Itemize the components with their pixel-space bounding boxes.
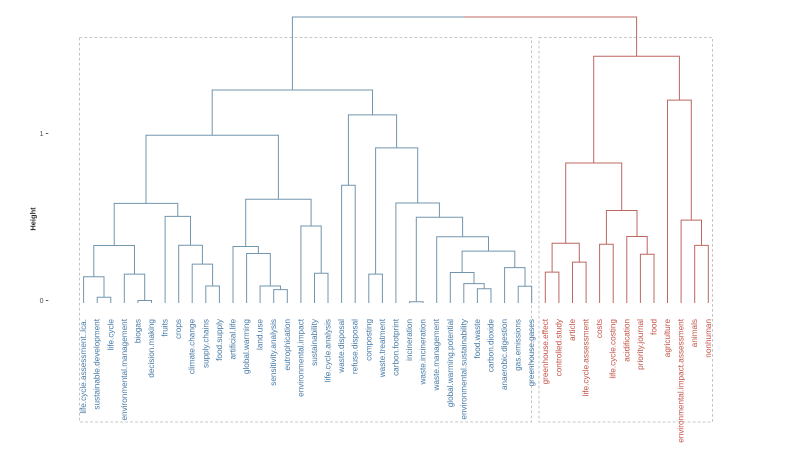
svg-text:greenhouse.effect: greenhouse.effect	[541, 318, 550, 384]
svg-text:artificial.life: artificial.life	[229, 319, 238, 360]
svg-text:environmental.management: environmental.management	[120, 318, 129, 420]
svg-text:environmental.impact.assessmen: environmental.impact.assessment	[677, 318, 686, 443]
svg-text:life.cycle.analysis: life.cycle.analysis	[324, 319, 333, 382]
svg-text:life.cycle.assessment: life.cycle.assessment	[582, 318, 591, 396]
svg-text:eutrophication: eutrophication	[283, 319, 292, 371]
svg-text:sustainability: sustainability	[310, 318, 319, 366]
svg-text:life.cycle.assessment..lca.: life.cycle.assessment..lca.	[79, 319, 88, 414]
svg-text:life.cycle.costing: life.cycle.costing	[609, 319, 618, 379]
svg-text:anaerobic.digestion: anaerobic.digestion	[500, 319, 509, 390]
svg-text:waste.management: waste.management	[432, 318, 441, 391]
svg-text:animals: animals	[690, 319, 699, 347]
svg-text:fruits: fruits	[161, 319, 170, 337]
svg-text:sustainable.development: sustainable.development	[93, 318, 102, 409]
svg-text:global.warming: global.warming	[242, 319, 251, 375]
svg-text:article: article	[568, 319, 577, 341]
svg-text:sensitivity.analysis: sensitivity.analysis	[269, 319, 278, 386]
svg-text:waste.disposal: waste.disposal	[337, 319, 346, 374]
svg-text:acidification: acidification	[622, 319, 631, 362]
svg-text:environmental.impact: environmental.impact	[296, 318, 305, 397]
svg-text:climate.change: climate.change	[188, 319, 197, 375]
svg-text:waste.incineration: waste.incineration	[419, 319, 428, 386]
svg-text:food.supply: food.supply	[215, 318, 224, 361]
svg-text:land.use: land.use	[256, 319, 265, 350]
svg-text:food.waste: food.waste	[473, 319, 482, 359]
svg-text:controlled.study: controlled.study	[554, 318, 563, 376]
svg-text:waste.treatment: waste.treatment	[378, 318, 387, 378]
svg-text:Height: Height	[29, 207, 38, 231]
svg-text:decision.making: decision.making	[147, 319, 156, 378]
svg-text:agriculture: agriculture	[663, 319, 672, 358]
svg-text:priority.journal: priority.journal	[636, 319, 645, 370]
svg-text:incineration: incineration	[405, 319, 414, 361]
svg-text:0: 0	[40, 298, 44, 305]
svg-text:food: food	[650, 319, 659, 335]
svg-text:gas.emissions: gas.emissions	[514, 319, 523, 371]
svg-text:crops: crops	[174, 319, 183, 339]
svg-text:greenhouse.gases: greenhouse.gases	[527, 319, 536, 386]
svg-text:life.cycle: life.cycle	[106, 319, 115, 351]
svg-text:global.warming.potential: global.warming.potential	[446, 319, 455, 407]
svg-text:1: 1	[40, 131, 44, 138]
svg-text:nonhuman: nonhuman	[704, 319, 713, 358]
svg-text:refuse.disposal: refuse.disposal	[351, 319, 360, 374]
svg-text:supply.chains: supply.chains	[201, 319, 210, 368]
svg-text:costs: costs	[595, 319, 604, 338]
svg-text:biogas: biogas	[133, 319, 142, 343]
svg-text:composting: composting	[364, 319, 373, 361]
svg-text:carbon.footprint: carbon.footprint	[391, 318, 400, 376]
svg-text:environmental.sustainability: environmental.sustainability	[459, 318, 468, 419]
svg-text:carbon.dioxide: carbon.dioxide	[487, 319, 496, 373]
